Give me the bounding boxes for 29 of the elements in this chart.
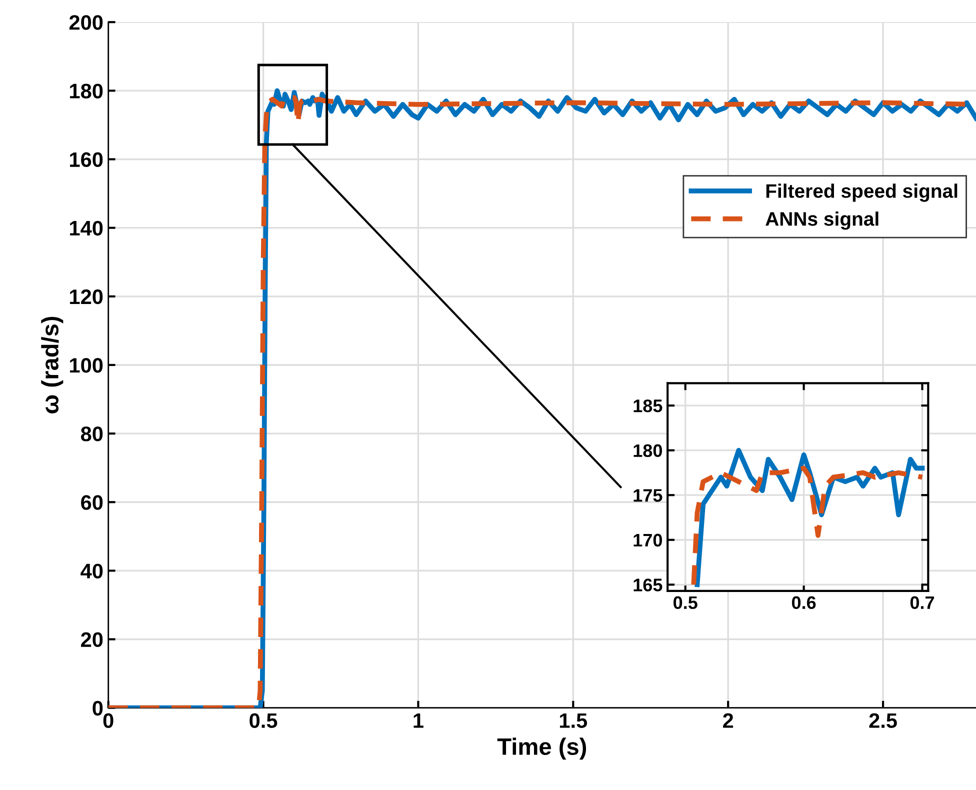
- y-tick-label: 175: [634, 489, 662, 502]
- x-tick-label: 0.6: [792, 596, 816, 610]
- x-tick-label: 2: [723, 713, 734, 728]
- x-tick-label: 0.5: [674, 596, 698, 610]
- y-tick-label: 100: [70, 358, 103, 373]
- y-tick-label: 180: [70, 84, 103, 98]
- legend-label: Filtered speed signal: [766, 184, 958, 202]
- x-tick-label: 1.5: [560, 713, 588, 728]
- y-axis-title: ω (rad/s): [41, 316, 64, 414]
- y-tick-label: 185: [634, 399, 662, 412]
- x-tick-label: 1: [414, 713, 424, 728]
- x-tick-label: 2.5: [869, 713, 897, 728]
- y-tick-label: 140: [70, 220, 103, 236]
- y-tick-label: 20: [81, 632, 103, 648]
- y-tick-label: 160: [70, 152, 103, 168]
- y-tick-label: 170: [634, 534, 662, 547]
- y-tick-label: 120: [70, 289, 103, 304]
- y-tick-label: 40: [80, 564, 103, 578]
- y-tick-label: 80: [80, 426, 103, 442]
- y-tick-label: 180: [634, 444, 662, 458]
- x-tick-label: 0.7: [910, 596, 934, 610]
- y-tick-label: 0: [92, 700, 103, 716]
- x-tick-label: 0.5: [250, 713, 278, 728]
- y-tick-label: 165: [634, 578, 662, 592]
- x-tick-label: 0: [103, 713, 114, 728]
- legend-label: ANNs signal: [766, 212, 878, 230]
- x-axis-title: Time (s): [497, 738, 586, 760]
- y-tick-label: 200: [69, 15, 103, 30]
- y-tick-label: 60: [81, 495, 103, 510]
